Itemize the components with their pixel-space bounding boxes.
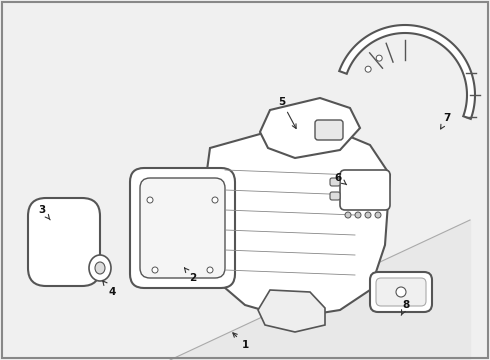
Text: 5: 5 — [278, 97, 296, 129]
Text: 7: 7 — [441, 113, 451, 129]
Text: 6: 6 — [334, 173, 346, 185]
FancyBboxPatch shape — [140, 178, 225, 278]
Text: 3: 3 — [38, 205, 50, 220]
FancyBboxPatch shape — [376, 278, 426, 306]
Ellipse shape — [89, 255, 111, 281]
Circle shape — [212, 197, 218, 203]
Polygon shape — [200, 120, 390, 318]
Circle shape — [365, 66, 371, 72]
Text: 2: 2 — [184, 268, 196, 283]
Polygon shape — [260, 98, 360, 158]
Circle shape — [147, 197, 153, 203]
Circle shape — [396, 287, 406, 297]
FancyBboxPatch shape — [340, 170, 390, 210]
FancyBboxPatch shape — [315, 120, 343, 140]
Circle shape — [355, 212, 361, 218]
Ellipse shape — [95, 262, 105, 274]
Text: 8: 8 — [401, 300, 410, 315]
Polygon shape — [339, 25, 475, 119]
FancyBboxPatch shape — [28, 198, 100, 286]
Circle shape — [376, 55, 382, 61]
FancyBboxPatch shape — [130, 168, 235, 288]
Circle shape — [207, 267, 213, 273]
Circle shape — [365, 212, 371, 218]
Circle shape — [375, 212, 381, 218]
FancyBboxPatch shape — [330, 178, 340, 186]
FancyBboxPatch shape — [330, 192, 340, 200]
Polygon shape — [170, 220, 470, 360]
Circle shape — [152, 267, 158, 273]
Text: 4: 4 — [103, 281, 116, 297]
FancyBboxPatch shape — [370, 272, 432, 312]
Text: 1: 1 — [233, 333, 248, 350]
Circle shape — [345, 212, 351, 218]
Polygon shape — [258, 290, 325, 332]
